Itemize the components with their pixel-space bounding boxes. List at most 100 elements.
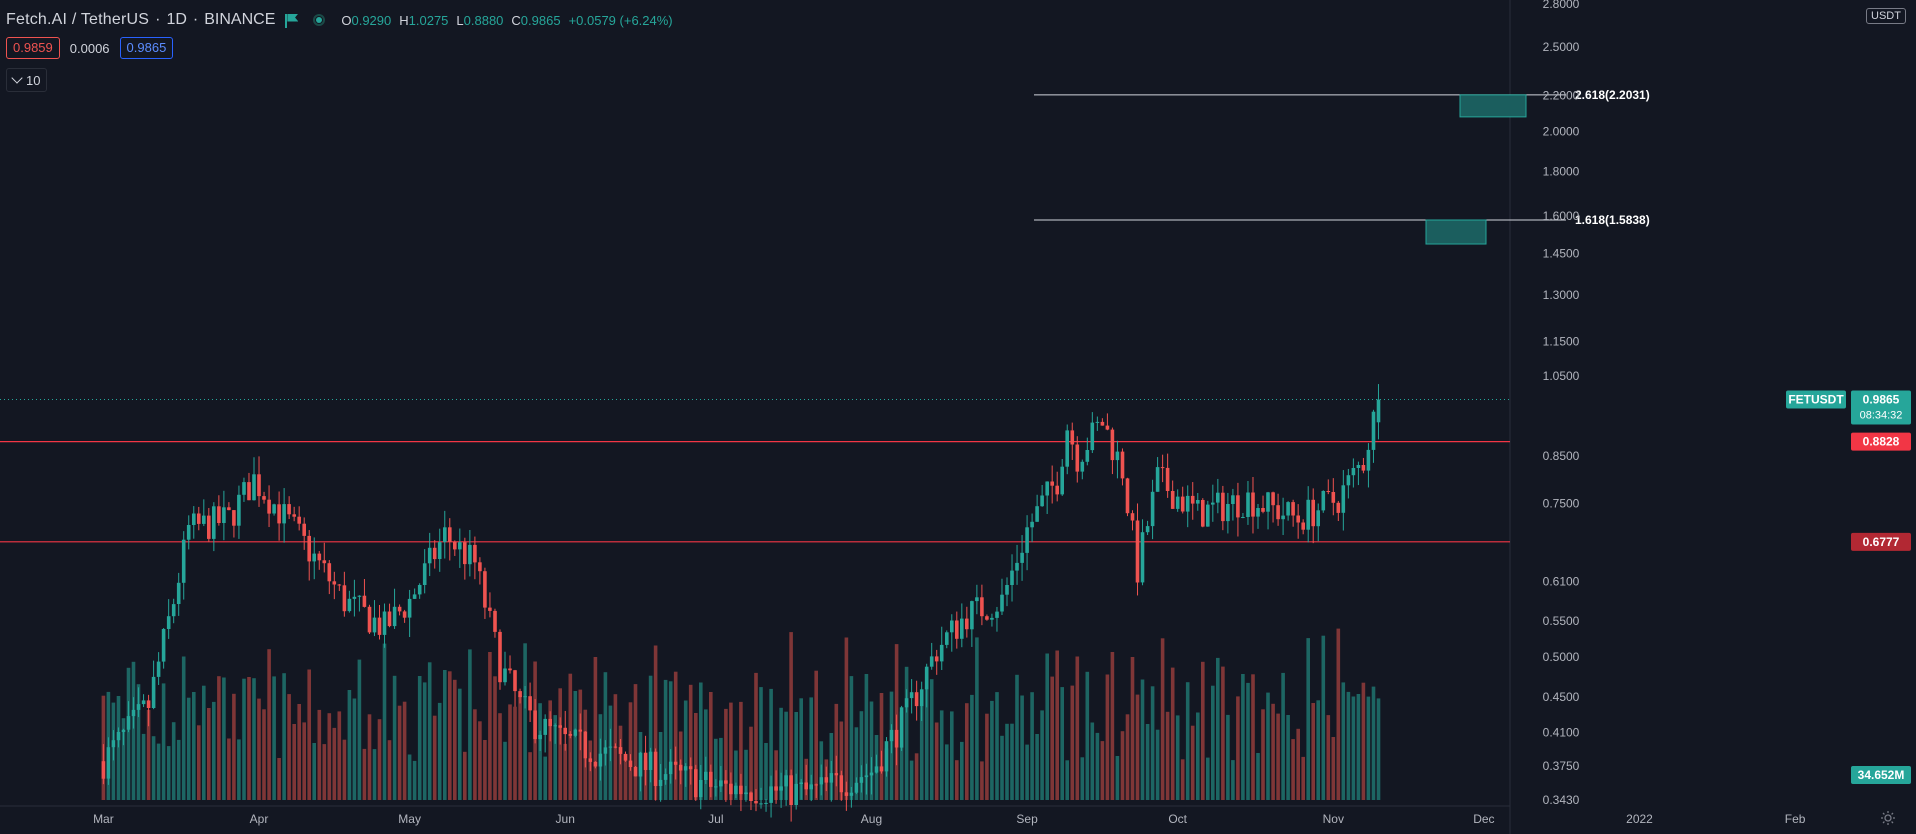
interval-label[interactable]: 1D: [166, 11, 187, 28]
candle-body: [1020, 552, 1024, 563]
x-tick-label: Apr: [250, 812, 269, 826]
volume-bar: [628, 702, 633, 800]
flag-icon[interactable]: [285, 13, 299, 28]
buy-price-button[interactable]: 0.9865: [119, 37, 174, 59]
volume-bar: [548, 700, 552, 800]
y-tick-label: 0.3430: [1543, 793, 1580, 807]
candle-body: [166, 616, 171, 629]
candle-body: [192, 513, 196, 525]
volume-bar: [1105, 674, 1110, 800]
volume-bar: [322, 744, 327, 800]
candle-body: [638, 752, 643, 777]
volume-bar: [1180, 759, 1185, 800]
volume-bar: [151, 736, 156, 800]
quantity-dropdown[interactable]: 10: [6, 68, 48, 92]
candle-body: [553, 725, 557, 727]
candle-body: [934, 656, 939, 662]
candle-body: [1286, 502, 1290, 516]
volume-bar: [443, 670, 447, 800]
volume-bar: [242, 678, 246, 800]
y-tick-label: 2.2000: [1543, 88, 1580, 102]
x-tick-label: May: [398, 812, 421, 826]
volume-bar: [633, 684, 638, 800]
candle-body: [407, 598, 412, 618]
volume-bar: [181, 656, 186, 800]
volume-bar: [1170, 667, 1175, 800]
candle-body: [568, 734, 573, 736]
level-price-tag-bg: [1851, 532, 1911, 551]
candle-body: [904, 698, 909, 708]
candle-body: [975, 597, 979, 602]
candle-body: [829, 773, 834, 783]
symbol-name[interactable]: Fetch.AI / TetherUS: [6, 11, 150, 28]
candle-body: [322, 560, 327, 564]
y-tick-label: 1.1500: [1543, 334, 1580, 348]
candle-body: [1356, 465, 1361, 468]
volume-bar: [1100, 741, 1105, 800]
volume-bar: [990, 700, 994, 800]
currency-unit-label[interactable]: USDT: [1866, 8, 1906, 24]
candle-body: [1110, 429, 1115, 461]
candle-body: [533, 710, 537, 740]
candle-body: [176, 582, 181, 604]
candle-body: [980, 597, 984, 617]
candle-body: [914, 692, 919, 707]
gear-icon[interactable]: [1880, 810, 1896, 826]
volume-bar: [1055, 650, 1059, 800]
candle-body: [1190, 495, 1195, 504]
volume-bar: [809, 697, 813, 800]
candle-body: [1145, 526, 1150, 533]
candle-body: [111, 740, 116, 748]
candle-body: [874, 766, 879, 773]
candle-body: [136, 704, 141, 710]
candle-body: [759, 803, 763, 805]
candle-body: [1216, 492, 1220, 503]
candle-body: [1251, 492, 1255, 517]
volume-bar: [1020, 695, 1024, 800]
candle-body: [488, 607, 492, 611]
volume-bar: [653, 645, 658, 800]
volume-bar: [217, 676, 221, 800]
candle-body: [463, 542, 467, 565]
candle-body: [1246, 492, 1250, 517]
candle-body: [1326, 491, 1331, 492]
sell-price-button[interactable]: 0.9859: [6, 37, 60, 59]
candle-body: [523, 696, 527, 698]
volume-bar: [734, 750, 738, 800]
target-box: [1425, 219, 1487, 245]
volume-bar: [247, 677, 251, 800]
candle-body: [121, 729, 126, 732]
volume-bar: [1110, 652, 1115, 800]
dot-separator: ·: [192, 11, 199, 28]
candle-body: [1306, 499, 1310, 530]
volume-bar: [156, 743, 161, 800]
candle-body: [362, 595, 367, 607]
x-tick-label: Jul: [708, 812, 723, 826]
candle-body: [327, 563, 332, 582]
volume-bar: [1321, 635, 1326, 800]
chevron-down-icon: [11, 72, 23, 84]
volume-tag-bg: [1851, 766, 1911, 784]
volume-bar: [934, 722, 939, 800]
volume-bar: [563, 743, 567, 800]
candle-body: [1135, 520, 1140, 583]
candle-body: [171, 604, 176, 617]
volume-bar: [1341, 682, 1346, 800]
candle-body: [392, 606, 397, 627]
candle-body: [809, 784, 813, 790]
volume-bar: [463, 751, 467, 800]
volume-bar: [186, 697, 191, 800]
candle-body: [508, 668, 512, 671]
volume-bar: [764, 743, 768, 800]
candle-body: [1266, 492, 1270, 512]
y-tick-label: 1.8000: [1543, 165, 1580, 179]
candle-body: [126, 716, 131, 730]
candle-body: [387, 611, 392, 627]
volume-bar: [950, 711, 954, 800]
market-status-icon[interactable]: [313, 14, 326, 26]
candle-body: [437, 542, 442, 559]
candle-body: [714, 786, 718, 788]
y-tick-label: 1.3000: [1543, 288, 1580, 302]
volume-bar: [402, 701, 407, 800]
